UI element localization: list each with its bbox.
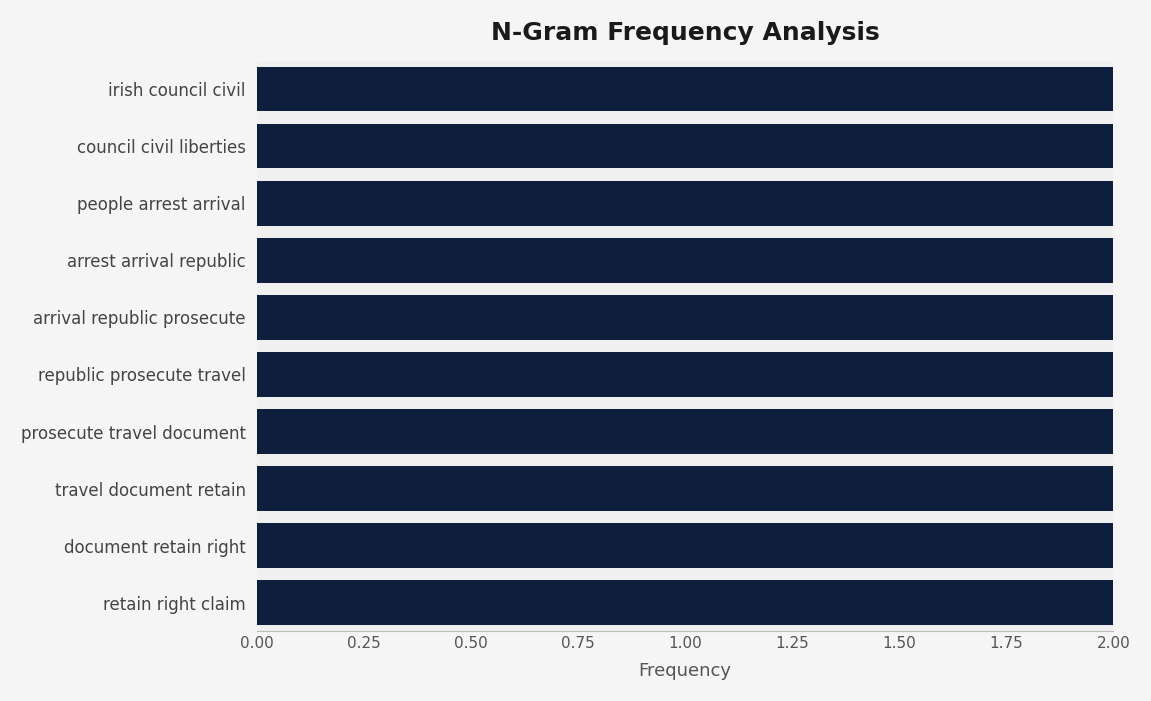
Bar: [257, 295, 1113, 340]
X-axis label: Frequency: Frequency: [639, 662, 732, 680]
Bar: [257, 124, 1113, 168]
Bar: [257, 409, 1113, 454]
Bar: [257, 466, 1113, 511]
Bar: [257, 67, 1113, 111]
Bar: [257, 181, 1113, 226]
Bar: [257, 238, 1113, 283]
Title: N-Gram Frequency Analysis: N-Gram Frequency Analysis: [490, 21, 879, 45]
Bar: [257, 580, 1113, 625]
Bar: [257, 352, 1113, 397]
Bar: [257, 524, 1113, 568]
